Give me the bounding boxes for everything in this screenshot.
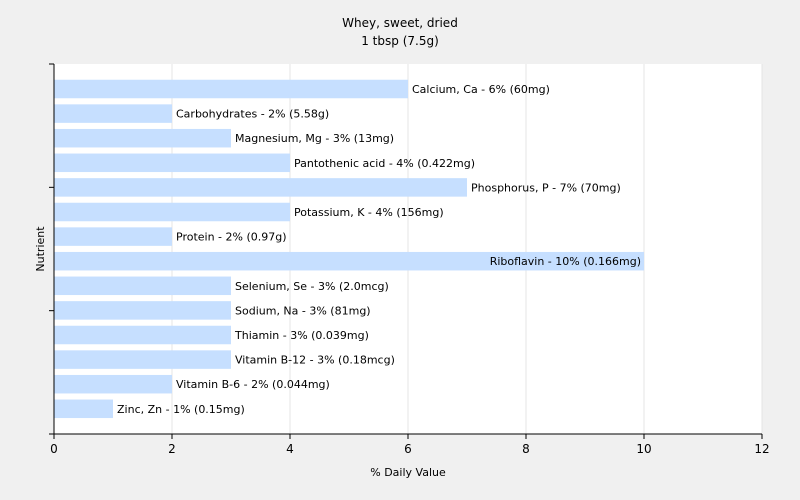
x-tick-label: 12 (754, 442, 769, 456)
x-tick-label: 6 (404, 442, 412, 456)
x-tick-label: 4 (286, 442, 294, 456)
bar-label: Riboflavin - 10% (0.166mg) (490, 255, 641, 268)
bar-label: Calcium, Ca - 6% (60mg) (412, 83, 550, 96)
bar-label: Protein - 2% (0.97g) (176, 231, 287, 244)
bar (54, 227, 172, 246)
bar (54, 374, 172, 394)
bar (54, 79, 408, 99)
bar (54, 325, 231, 345)
bar-label: Phosphorus, P - 7% (70mg) (471, 181, 621, 194)
x-axis-ticks: 0 2 4 6 8 10 12 (50, 434, 770, 456)
bar-label: Sodium, Na - 3% (81mg) (235, 304, 371, 317)
bar (54, 178, 467, 197)
bar (54, 276, 231, 296)
bar (54, 350, 231, 369)
bar-label: Carbohydrates - 2% (5.58g) (176, 108, 329, 121)
bar (54, 153, 290, 173)
bar-label: Selenium, Se - 3% (2.0mcg) (235, 280, 389, 293)
bar-label: Pantothenic acid - 4% (0.422mg) (294, 157, 475, 170)
bar-label: Potassium, K - 4% (156mg) (294, 206, 444, 219)
chart-subtitle: 1 tbsp (7.5g) (361, 34, 439, 48)
bar (54, 104, 172, 123)
bar (54, 128, 231, 148)
bar (54, 251, 644, 271)
x-tick-label: 10 (636, 442, 651, 456)
bar (54, 399, 113, 419)
bar-label: Thiamin - 3% (0.039mg) (234, 329, 369, 342)
x-tick-label: 2 (168, 442, 176, 456)
bar-label: Vitamin B-6 - 2% (0.044mg) (176, 378, 330, 391)
bar (54, 301, 231, 320)
bar-labels: Calcium, Ca - 6% (60mg) Carbohydrates - 2… (117, 83, 641, 416)
bar-label: Vitamin B-12 - 3% (0.18mcg) (235, 354, 395, 367)
gridlines (171, 64, 763, 434)
y-axis-label: Nutrient (34, 226, 47, 272)
bar-label: Magnesium, Mg - 3% (13mg) (235, 132, 394, 145)
bars (54, 79, 644, 419)
chart-title: Whey, sweet, dried (342, 16, 458, 30)
bar (54, 202, 290, 222)
x-tick-label: 8 (522, 442, 530, 456)
bar-label: Zinc, Zn - 1% (0.15mg) (117, 403, 245, 416)
x-tick-label: 0 (50, 442, 58, 456)
x-axis-label: % Daily Value (370, 466, 446, 479)
